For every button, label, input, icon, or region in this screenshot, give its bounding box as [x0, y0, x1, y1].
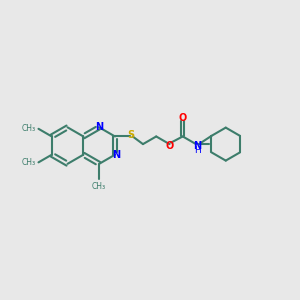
Text: N: N: [112, 150, 120, 160]
Text: N: N: [95, 122, 103, 132]
Text: O: O: [178, 113, 187, 123]
Text: N: N: [193, 142, 201, 152]
Text: CH₃: CH₃: [92, 182, 106, 190]
Text: S: S: [127, 130, 134, 140]
Text: O: O: [165, 141, 174, 151]
Text: CH₃: CH₃: [22, 124, 36, 133]
Text: CH₃: CH₃: [22, 158, 36, 167]
Text: H: H: [194, 146, 201, 155]
